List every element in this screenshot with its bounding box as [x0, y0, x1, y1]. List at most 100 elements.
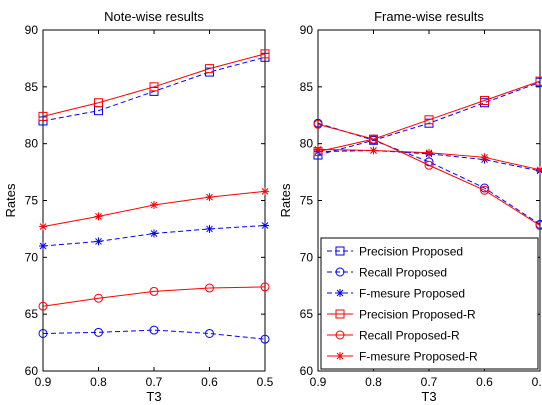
legend-item: F-mesure Proposed — [327, 287, 465, 301]
data-point — [260, 282, 270, 292]
legend-label: Precision Proposed-R — [359, 308, 476, 322]
x-tick-label: 0.7 — [146, 375, 163, 389]
y-axis-label: Rates — [3, 183, 18, 217]
series-6 — [314, 145, 542, 174]
y-tick-label: 85 — [300, 80, 314, 94]
data-point — [38, 301, 48, 311]
legend-marker — [335, 267, 345, 277]
x-tick-label: 0.8 — [365, 375, 382, 389]
legend-item: Precision Proposed-R — [327, 308, 476, 322]
y-tick-label: 60 — [300, 364, 314, 378]
data-point — [205, 193, 214, 202]
data-point — [369, 146, 378, 155]
data-point — [205, 283, 214, 293]
y-axis-label: Rates — [278, 183, 293, 217]
data-point — [205, 224, 214, 233]
data-point — [480, 95, 489, 105]
y-tick-label: 85 — [25, 80, 39, 94]
legend-marker — [336, 289, 344, 297]
x-tick-label: 0.6 — [201, 375, 218, 389]
data-point — [94, 327, 103, 337]
y-tick-label: 90 — [300, 23, 314, 37]
series-line — [42, 225, 266, 247]
x-tick-label: 0.7 — [421, 375, 438, 389]
data-point — [261, 221, 269, 230]
legend-label: Recall Proposed-R — [359, 329, 460, 343]
data-point — [38, 111, 48, 121]
series-4 — [38, 49, 270, 121]
series-line — [317, 80, 541, 153]
series-line — [42, 53, 266, 117]
x-tick-label: 0.9 — [35, 375, 52, 389]
series-line — [42, 56, 266, 122]
data-point — [150, 229, 158, 238]
data-point — [424, 160, 434, 170]
data-point — [313, 119, 323, 129]
legend-label: F-mesure Proposed-R — [359, 350, 478, 364]
x-tick-label: 0.6 — [476, 375, 493, 389]
legend-marker — [335, 246, 345, 256]
series-line — [42, 329, 266, 340]
data-point — [425, 148, 433, 157]
legend-label: Precision Proposed — [359, 245, 463, 259]
legend-item: Recall Proposed — [327, 266, 447, 280]
data-point — [39, 241, 47, 250]
x-axis-label: T3 — [146, 389, 161, 404]
y-tick-label: 70 — [25, 250, 39, 264]
legend-label: Recall Proposed — [359, 266, 447, 280]
y-tick-label: 60 — [25, 364, 39, 378]
x-axis-label: T3 — [421, 389, 436, 404]
y-tick-label: 65 — [25, 307, 39, 321]
data-point — [205, 64, 214, 74]
data-point — [535, 76, 542, 86]
chart-panel-2: 0.9 0.8 0.7 0.6 0.5 60 65 70 75 80 85 90 Frame-wise … — [278, 9, 542, 404]
series-line — [317, 122, 541, 225]
legend-marker — [335, 309, 345, 319]
data-point — [536, 165, 542, 174]
data-point — [39, 222, 47, 231]
data-point — [260, 334, 270, 344]
data-point — [480, 153, 489, 162]
chart-title: Frame-wise results — [374, 9, 484, 24]
x-tick-label: 0.5 — [257, 375, 274, 389]
series-6 — [39, 187, 269, 231]
legend-box — [320, 237, 539, 370]
legend: Precision Proposed Recall Proposed F-mesur… — [320, 237, 539, 370]
series-5 — [313, 119, 542, 231]
legend-label: F-mesure Proposed — [359, 287, 465, 301]
data-point — [38, 328, 48, 338]
series-3 — [39, 221, 269, 250]
y-tick-label: 75 — [25, 194, 39, 208]
data-point — [205, 328, 214, 338]
data-point — [38, 116, 48, 126]
legend-item: F-mesure Proposed-R — [327, 350, 478, 364]
chart-panel-1: 0.9 0.8 0.7 0.6 0.5 60 65 70 75 80 85 90 Note-wise r… — [3, 9, 274, 404]
series-5 — [38, 282, 270, 311]
x-tick-label: 0.9 — [310, 375, 327, 389]
legend-item: Precision Proposed — [327, 245, 463, 259]
data-point — [314, 145, 322, 154]
y-tick-label: 80 — [300, 137, 314, 151]
x-tick-label: 0.8 — [90, 375, 107, 389]
series-line — [317, 81, 541, 156]
y-tick-label: 65 — [300, 307, 314, 321]
legend-marker — [336, 352, 344, 360]
data-point — [94, 237, 103, 246]
y-tick-label: 80 — [25, 137, 39, 151]
data-point — [260, 49, 270, 59]
series-line — [317, 149, 541, 172]
data-point — [149, 286, 159, 296]
chart-title: Note-wise results — [104, 9, 204, 24]
data-point — [150, 201, 158, 210]
data-point — [535, 221, 542, 231]
data-point — [480, 185, 489, 195]
data-point — [369, 134, 378, 144]
data-point — [94, 293, 103, 303]
plot-area — [42, 29, 266, 372]
data-point — [94, 98, 103, 108]
series-2 — [38, 325, 270, 344]
y-tick-label: 75 — [300, 194, 314, 208]
x-tick-label: 0.5 — [532, 375, 542, 389]
data-point — [424, 115, 434, 125]
